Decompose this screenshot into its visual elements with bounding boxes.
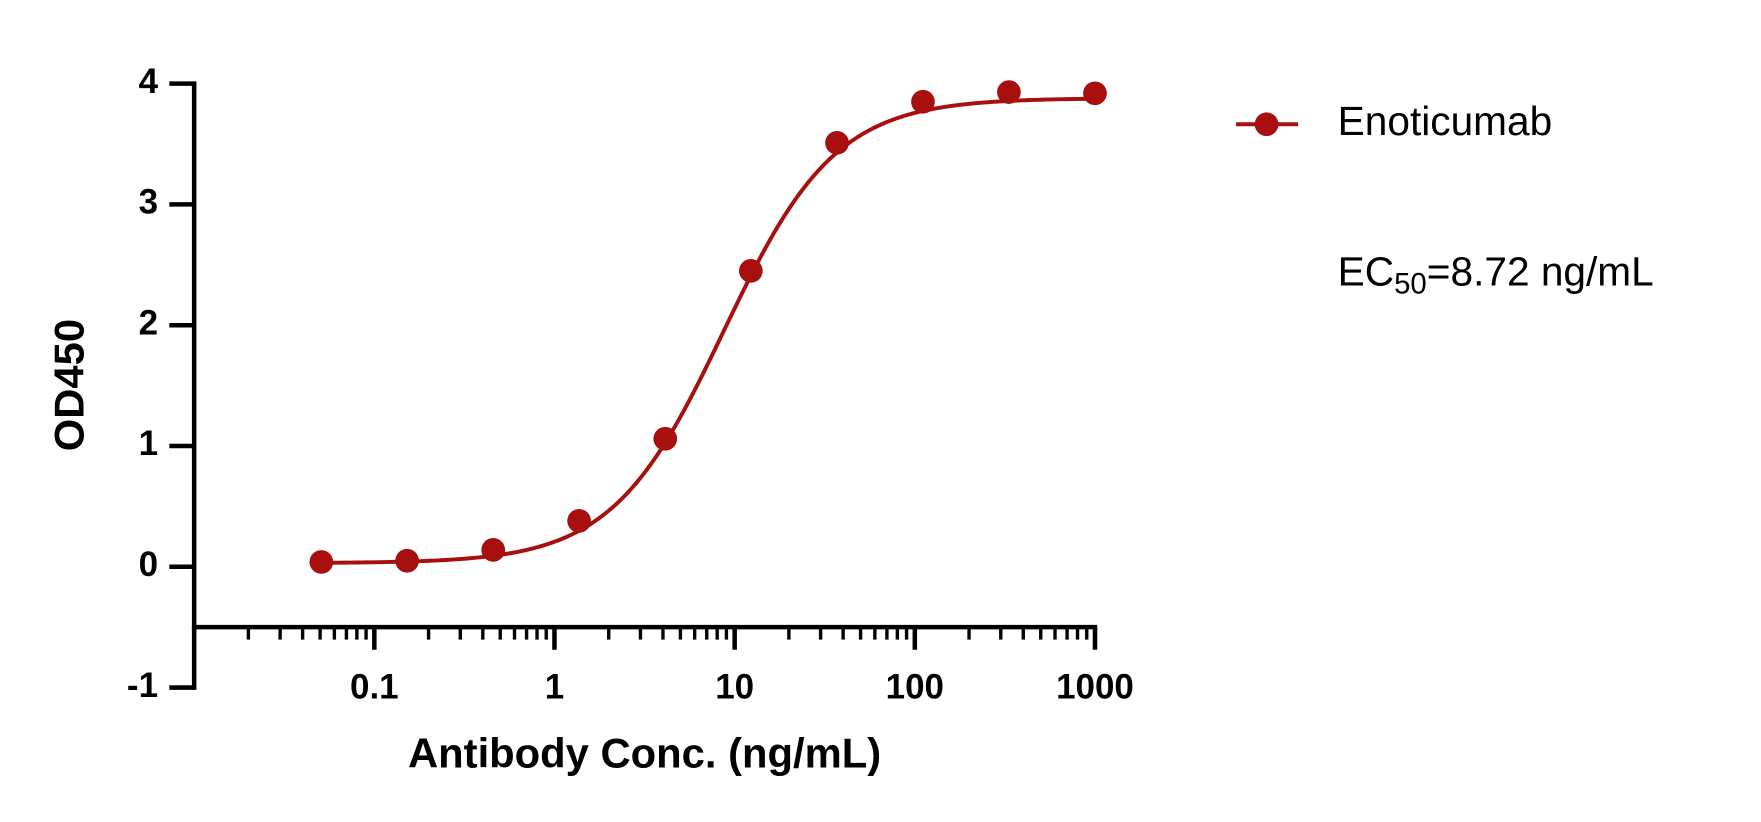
- x-tick-label: 0.1: [350, 668, 399, 707]
- y-tick-label: 0: [139, 545, 158, 584]
- x-tick-label: 10: [715, 668, 754, 707]
- data-point: [567, 509, 591, 533]
- annotation-rest: =8.72 ng/mL: [1427, 248, 1654, 294]
- data-point: [1083, 81, 1107, 106]
- data-point: [825, 130, 849, 155]
- y-tick-label: 4: [139, 62, 159, 101]
- y-axis-title: OD450: [45, 319, 92, 451]
- annotation-text: EC: [1338, 248, 1394, 294]
- data-point: [395, 548, 419, 573]
- data-point: [309, 550, 334, 574]
- data-point: [653, 426, 678, 451]
- x-tick-label: 100: [886, 668, 944, 707]
- fit-curve: [321, 96, 1095, 565]
- data-point: [997, 80, 1021, 104]
- legend-label: Enoticumab: [1338, 98, 1553, 144]
- y-tick-label: 1: [139, 424, 158, 463]
- data-point: [738, 259, 763, 283]
- x-axis-title: Antibody Conc. (ng/mL): [408, 729, 881, 776]
- annotation: EC50=8.72 ng/mL: [1338, 248, 1654, 300]
- legend-marker: [1254, 112, 1279, 137]
- data-point: [481, 538, 506, 562]
- y-tick-label: 3: [139, 183, 158, 222]
- x-tick-label: 1: [545, 668, 564, 707]
- y-tick-label: -1: [127, 666, 158, 705]
- x-tick-label: 1000: [1056, 668, 1134, 707]
- y-tick-label: 2: [139, 303, 158, 342]
- annotation-subscript: 50: [1394, 267, 1427, 300]
- data-point: [911, 89, 935, 114]
